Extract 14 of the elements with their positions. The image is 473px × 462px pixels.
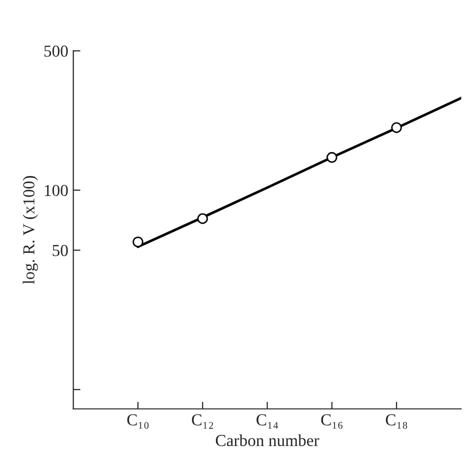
y-tick-label: 100 [44, 184, 68, 196]
x-tick-label: C₁₀ [127, 414, 149, 429]
x-tick-label: C₁₄ [256, 414, 278, 429]
point [132, 236, 144, 248]
x-tick-label: C₁₂ [192, 414, 214, 429]
y-axis-title: log. R. V (x100) [22, 176, 38, 284]
point [197, 213, 208, 224]
point [326, 152, 338, 163]
x-tick-label: C₁₆ [321, 414, 342, 429]
y-tick-label: 500 [44, 46, 68, 57]
y-tick-label: 50 [52, 244, 68, 256]
x-axis-title: Carbon number [216, 434, 320, 446]
point [391, 122, 402, 133]
x-tick-label: C₁₈ [386, 414, 408, 429]
